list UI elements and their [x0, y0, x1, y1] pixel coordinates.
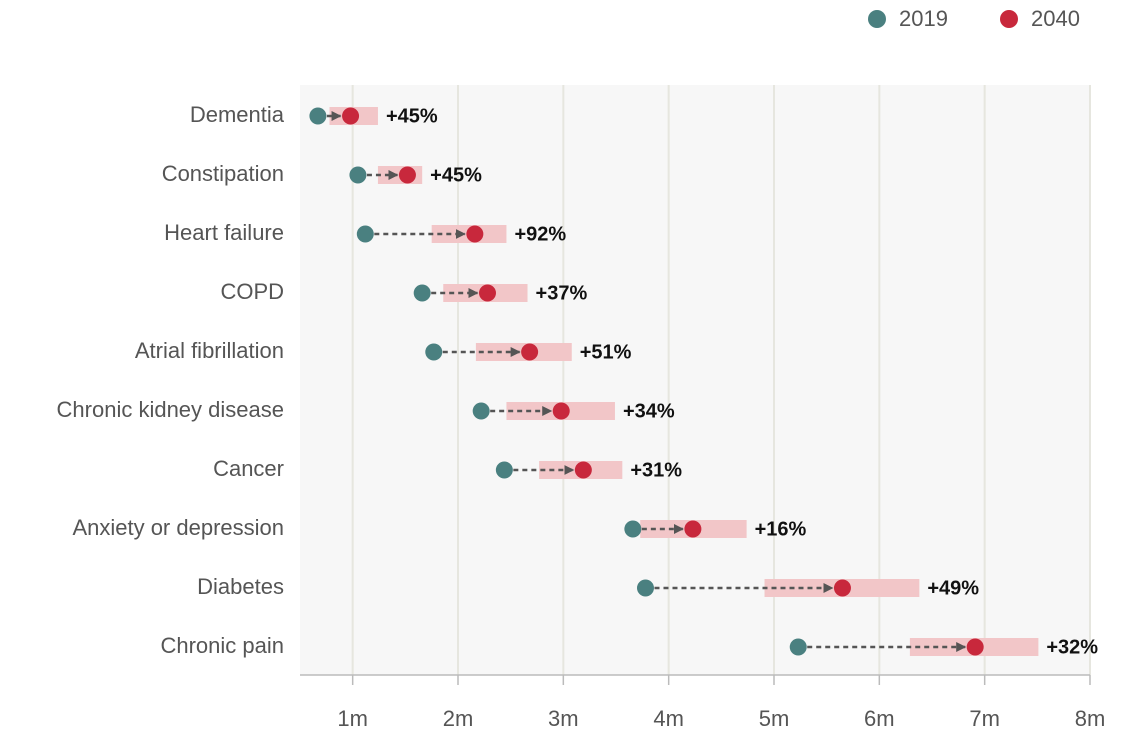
x-tick-label: 3m [548, 706, 579, 731]
dot-2019 [472, 402, 490, 420]
dot-2019 [495, 461, 513, 479]
dot-2040 [833, 579, 851, 597]
change-label: +31% [630, 459, 682, 481]
change-label: +16% [755, 518, 807, 540]
dot-2019 [413, 284, 431, 302]
legend-marker [868, 10, 886, 28]
dot-2019 [636, 579, 654, 597]
category-label: COPD [220, 279, 284, 304]
category-label: Diabetes [197, 574, 284, 599]
legend-label: 2019 [899, 6, 948, 31]
x-tick-label: 4m [653, 706, 684, 731]
x-tick-label: 2m [443, 706, 474, 731]
x-tick-label: 8m [1075, 706, 1106, 731]
change-label: +92% [514, 223, 566, 245]
dot-2040 [574, 461, 592, 479]
dot-2040 [552, 402, 570, 420]
x-tick-label: 1m [337, 706, 368, 731]
x-tick-label: 7m [969, 706, 1000, 731]
dot-2040 [684, 520, 702, 538]
dot-2040 [466, 225, 484, 243]
dot-2040 [342, 107, 360, 125]
dot-2040 [478, 284, 496, 302]
category-label: Cancer [213, 456, 284, 481]
legend-marker [1000, 10, 1018, 28]
category-label: Constipation [162, 161, 284, 186]
change-label: +37% [536, 282, 588, 304]
legend-label: 2040 [1031, 6, 1080, 31]
x-tick-label: 6m [864, 706, 895, 731]
change-label: +45% [386, 105, 438, 127]
dot-2040 [521, 343, 539, 361]
category-label: Heart failure [164, 220, 284, 245]
dot-2019 [425, 343, 443, 361]
dot-2040 [966, 638, 984, 656]
change-label: +45% [430, 164, 482, 186]
dot-2019 [624, 520, 642, 538]
dot-2040 [398, 166, 416, 184]
dot-2019 [789, 638, 807, 656]
category-label: Chronic kidney disease [57, 397, 284, 422]
plot-area [300, 85, 1090, 675]
category-label: Chronic pain [160, 633, 284, 658]
category-label: Dementia [190, 102, 285, 127]
change-label: +49% [927, 577, 979, 599]
category-label: Atrial fibrillation [135, 338, 284, 363]
x-tick-label: 5m [759, 706, 790, 731]
dot-2019 [356, 225, 374, 243]
change-label: +32% [1046, 636, 1098, 658]
change-label: +51% [580, 341, 632, 363]
category-label: Anxiety or depression [72, 515, 284, 540]
change-label: +34% [623, 400, 675, 422]
dot-2019 [349, 166, 367, 184]
dot-2019 [309, 107, 327, 125]
